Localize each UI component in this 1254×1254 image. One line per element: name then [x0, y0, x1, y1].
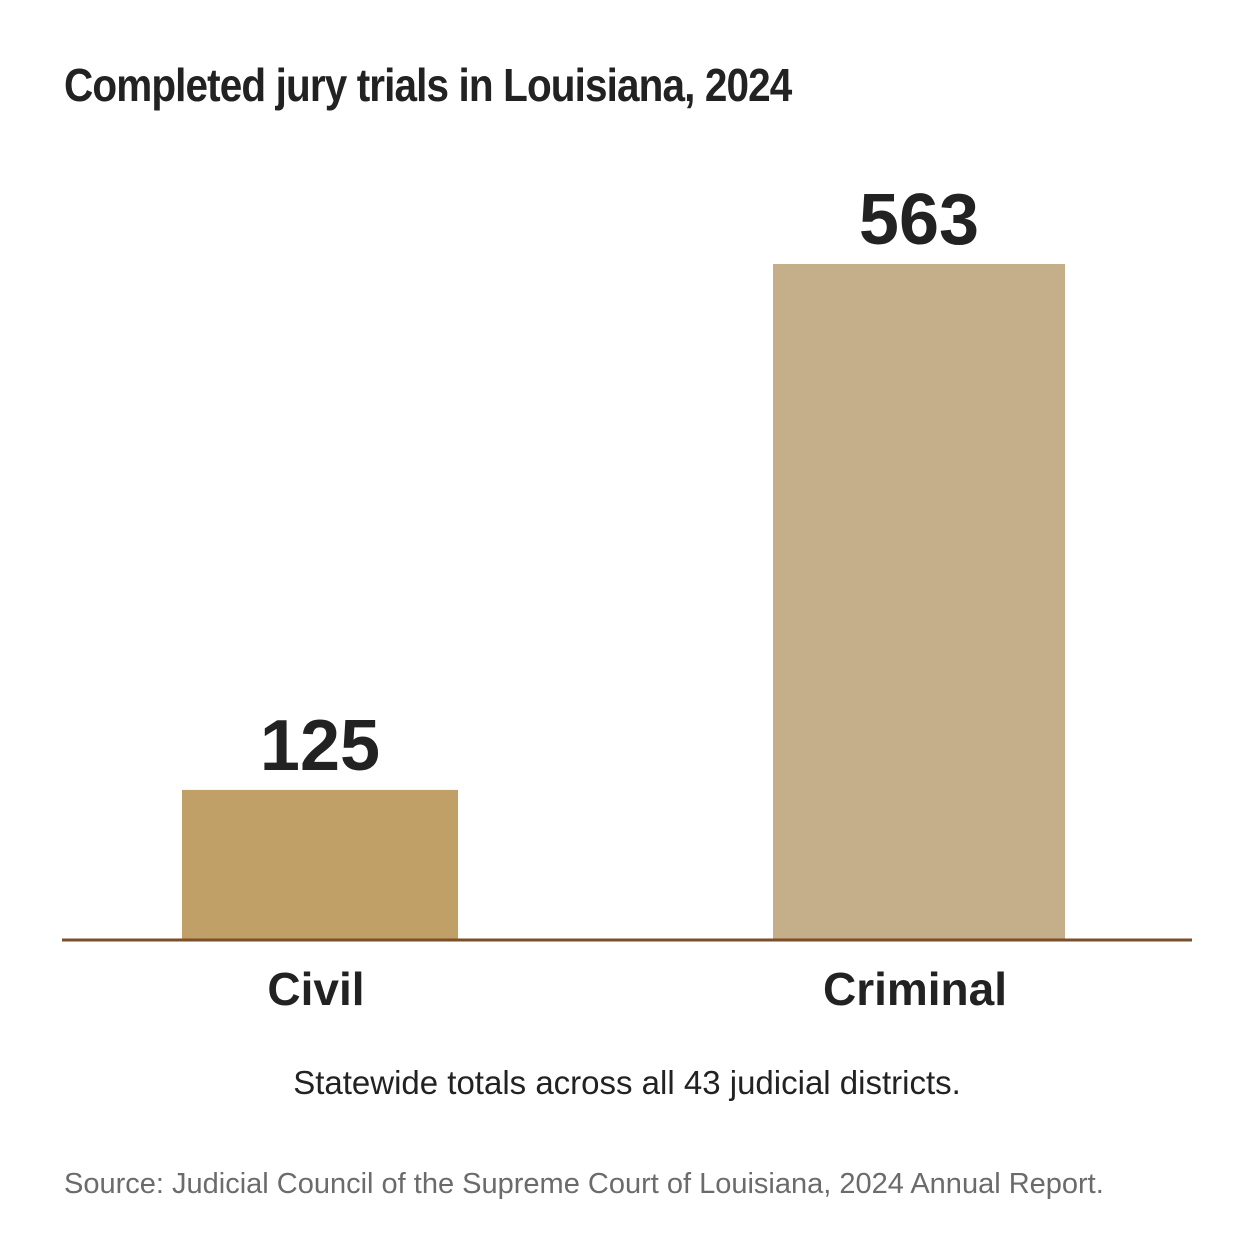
- category-label-criminal: Criminal: [823, 963, 1007, 1015]
- value-label-criminal: 563: [859, 180, 979, 260]
- bar-civil: [182, 789, 458, 940]
- chart-note: Statewide totals across all 43 judicial …: [293, 1064, 961, 1101]
- chart-title: Completed jury trials in Louisiana, 2024: [64, 59, 792, 111]
- bar-chart: 125 Civil 563 Criminal: [62, 180, 1192, 1015]
- bar-criminal: [773, 264, 1065, 940]
- category-label-civil: Civil: [267, 963, 364, 1015]
- value-label-civil: 125: [260, 706, 380, 786]
- source-note: Source: Judicial Council of the Supreme …: [64, 1168, 1104, 1200]
